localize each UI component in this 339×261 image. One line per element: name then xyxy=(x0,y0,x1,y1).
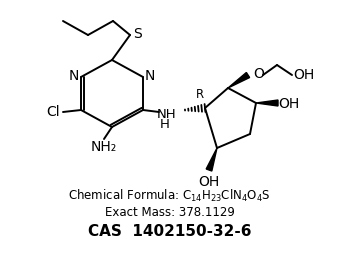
Text: N: N xyxy=(69,69,79,83)
Polygon shape xyxy=(206,148,217,171)
Text: OH: OH xyxy=(278,97,300,111)
Text: O: O xyxy=(254,67,264,81)
Polygon shape xyxy=(228,73,250,88)
Text: N: N xyxy=(145,69,155,83)
Text: CAS  1402150-32-6: CAS 1402150-32-6 xyxy=(88,224,251,240)
Text: NH: NH xyxy=(157,109,177,122)
Text: S: S xyxy=(133,27,141,41)
Text: NH₂: NH₂ xyxy=(91,140,117,154)
Text: OH: OH xyxy=(198,175,220,189)
Polygon shape xyxy=(256,100,278,106)
Text: Cl: Cl xyxy=(46,105,60,119)
Text: Chemical Formula: $\mathregular{C_{14}H_{23}ClN_{4}O_{4}S}$: Chemical Formula: $\mathregular{C_{14}H_… xyxy=(68,188,271,204)
Text: R: R xyxy=(196,88,204,102)
Text: Exact Mass: 378.1129: Exact Mass: 378.1129 xyxy=(104,206,235,220)
Text: H: H xyxy=(160,117,170,130)
Text: OH: OH xyxy=(293,68,315,82)
